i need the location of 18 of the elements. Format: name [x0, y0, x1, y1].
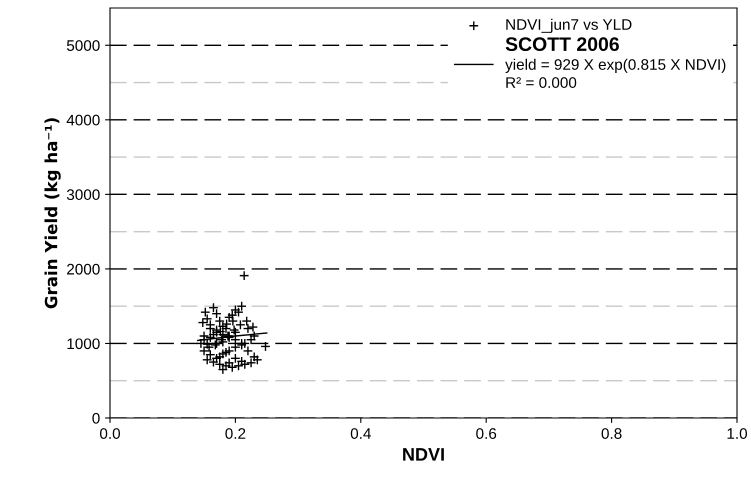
- y-axis-title: Grain Yield (kg ha⁻¹): [44, 118, 61, 308]
- x-axis-title: NDVI: [403, 448, 444, 461]
- annotation: R² = 0.000: [506, 77, 576, 88]
- x-tick-label: 0.4: [350, 428, 371, 439]
- x-tick-label: 1.0: [728, 428, 748, 439]
- legend-label: NDVI_jun7 vs YLD: [506, 18, 632, 33]
- y-tick-label: 4000: [66, 114, 100, 126]
- legend-label: yield = 929 X exp(0.815 X NDVI): [505, 58, 726, 73]
- x-tick-label: 0.8: [602, 428, 622, 439]
- text: SCOTT 2006: [506, 37, 619, 52]
- y-tick-label: 2000: [67, 264, 100, 275]
- x-tick-label: 0.6: [476, 428, 496, 439]
- y-tick-label: 3000: [66, 189, 100, 200]
- y-tick-label: 0: [92, 412, 100, 424]
- y-tick-label: 1000: [67, 338, 100, 350]
- x-tick-label: 0.0: [100, 428, 120, 439]
- y-tick-label: 5000: [66, 40, 100, 51]
- x-tick-label: 0.2: [225, 428, 246, 439]
